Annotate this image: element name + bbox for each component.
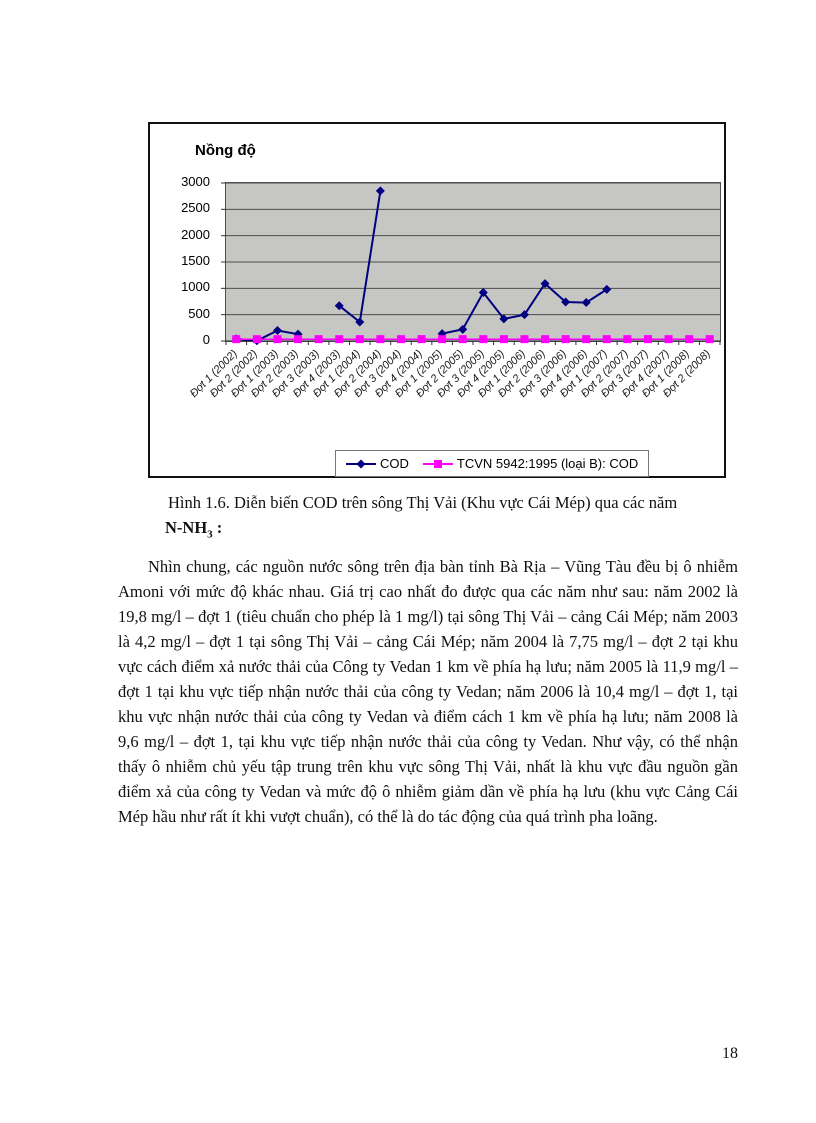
y-axis-tick-label: 1500 xyxy=(181,253,210,268)
diamond-marker xyxy=(561,297,571,307)
diamond-marker xyxy=(602,284,612,294)
square-marker xyxy=(664,335,673,344)
diamond-marker xyxy=(581,298,591,308)
square-marker xyxy=(643,335,652,344)
y-axis-tick-label: 1000 xyxy=(181,279,210,295)
square-marker xyxy=(602,335,611,344)
square-marker xyxy=(335,335,344,344)
diamond-marker xyxy=(499,314,509,324)
square-marker xyxy=(541,335,550,344)
diamond-marker xyxy=(375,186,385,196)
section-heading: N-NH3 : xyxy=(165,518,222,540)
chart-canvas xyxy=(221,182,721,346)
square-marker xyxy=(376,335,385,344)
square-marker xyxy=(499,335,508,344)
diamond-marker xyxy=(540,279,550,289)
page-number: 18 xyxy=(722,1045,738,1062)
square-marker xyxy=(623,335,632,344)
diamond-marker xyxy=(458,324,468,334)
square-marker xyxy=(685,335,694,344)
square-marker xyxy=(705,335,714,344)
square-marker xyxy=(438,335,447,344)
square-marker xyxy=(479,335,488,344)
square-marker xyxy=(252,335,261,344)
heading-text: N-NH xyxy=(165,518,208,537)
legend-label: TCVN 5942:1995 (loại B): COD xyxy=(456,456,639,471)
heading-suffix: : xyxy=(212,518,223,537)
legend-item: TCVN 5942:1995 (loại B): COD xyxy=(422,456,639,471)
square-marker xyxy=(520,335,529,344)
diamond-legend-marker xyxy=(346,459,376,468)
figure-caption: Hình 1.6. Diễn biến COD trên sông Thị Vả… xyxy=(168,493,678,512)
square-marker xyxy=(314,335,323,344)
square-marker xyxy=(273,335,282,344)
y-axis-tick-label: 3000 xyxy=(181,174,210,189)
square-marker xyxy=(561,335,570,344)
y-axis-tick-label: 2500 xyxy=(181,200,210,216)
y-axis-tick-label: 500 xyxy=(188,305,210,321)
chart-plot-area xyxy=(221,182,721,346)
series-line xyxy=(236,190,608,342)
diamond-marker xyxy=(334,301,344,311)
diamond-marker xyxy=(478,288,488,298)
square-marker xyxy=(355,335,364,344)
y-axis-tick-label: 0 xyxy=(202,332,210,347)
square-marker xyxy=(417,335,426,344)
diamond-marker xyxy=(272,325,282,335)
square-marker xyxy=(294,335,303,344)
chart-y-axis-labels: 0 500 1000 1500 2000 2500 3000 xyxy=(150,174,218,347)
square-marker xyxy=(582,335,591,344)
legend-item: COD xyxy=(346,456,409,471)
diamond-marker xyxy=(519,310,529,320)
square-marker xyxy=(396,335,405,344)
diamond-marker xyxy=(355,317,365,327)
square-marker xyxy=(232,335,241,344)
cod-chart-figure: Nồng độ 0 500 1000 1500 2000 2500 3000 Đợt 1 (… xyxy=(148,122,726,478)
heading-subscript: 3 xyxy=(207,528,213,541)
square-legend-marker xyxy=(422,459,453,468)
chart-legend: COD TCVN 5942:1995 (loại B): COD xyxy=(335,450,650,477)
square-marker xyxy=(458,335,467,344)
y-axis-tick-label: 2000 xyxy=(181,226,210,242)
legend-label: COD xyxy=(380,456,409,471)
chart-y-axis-title: Nồng độ xyxy=(195,142,256,159)
body-paragraph: Nhìn chung, các nguồn nước sông trên địa… xyxy=(118,557,738,826)
